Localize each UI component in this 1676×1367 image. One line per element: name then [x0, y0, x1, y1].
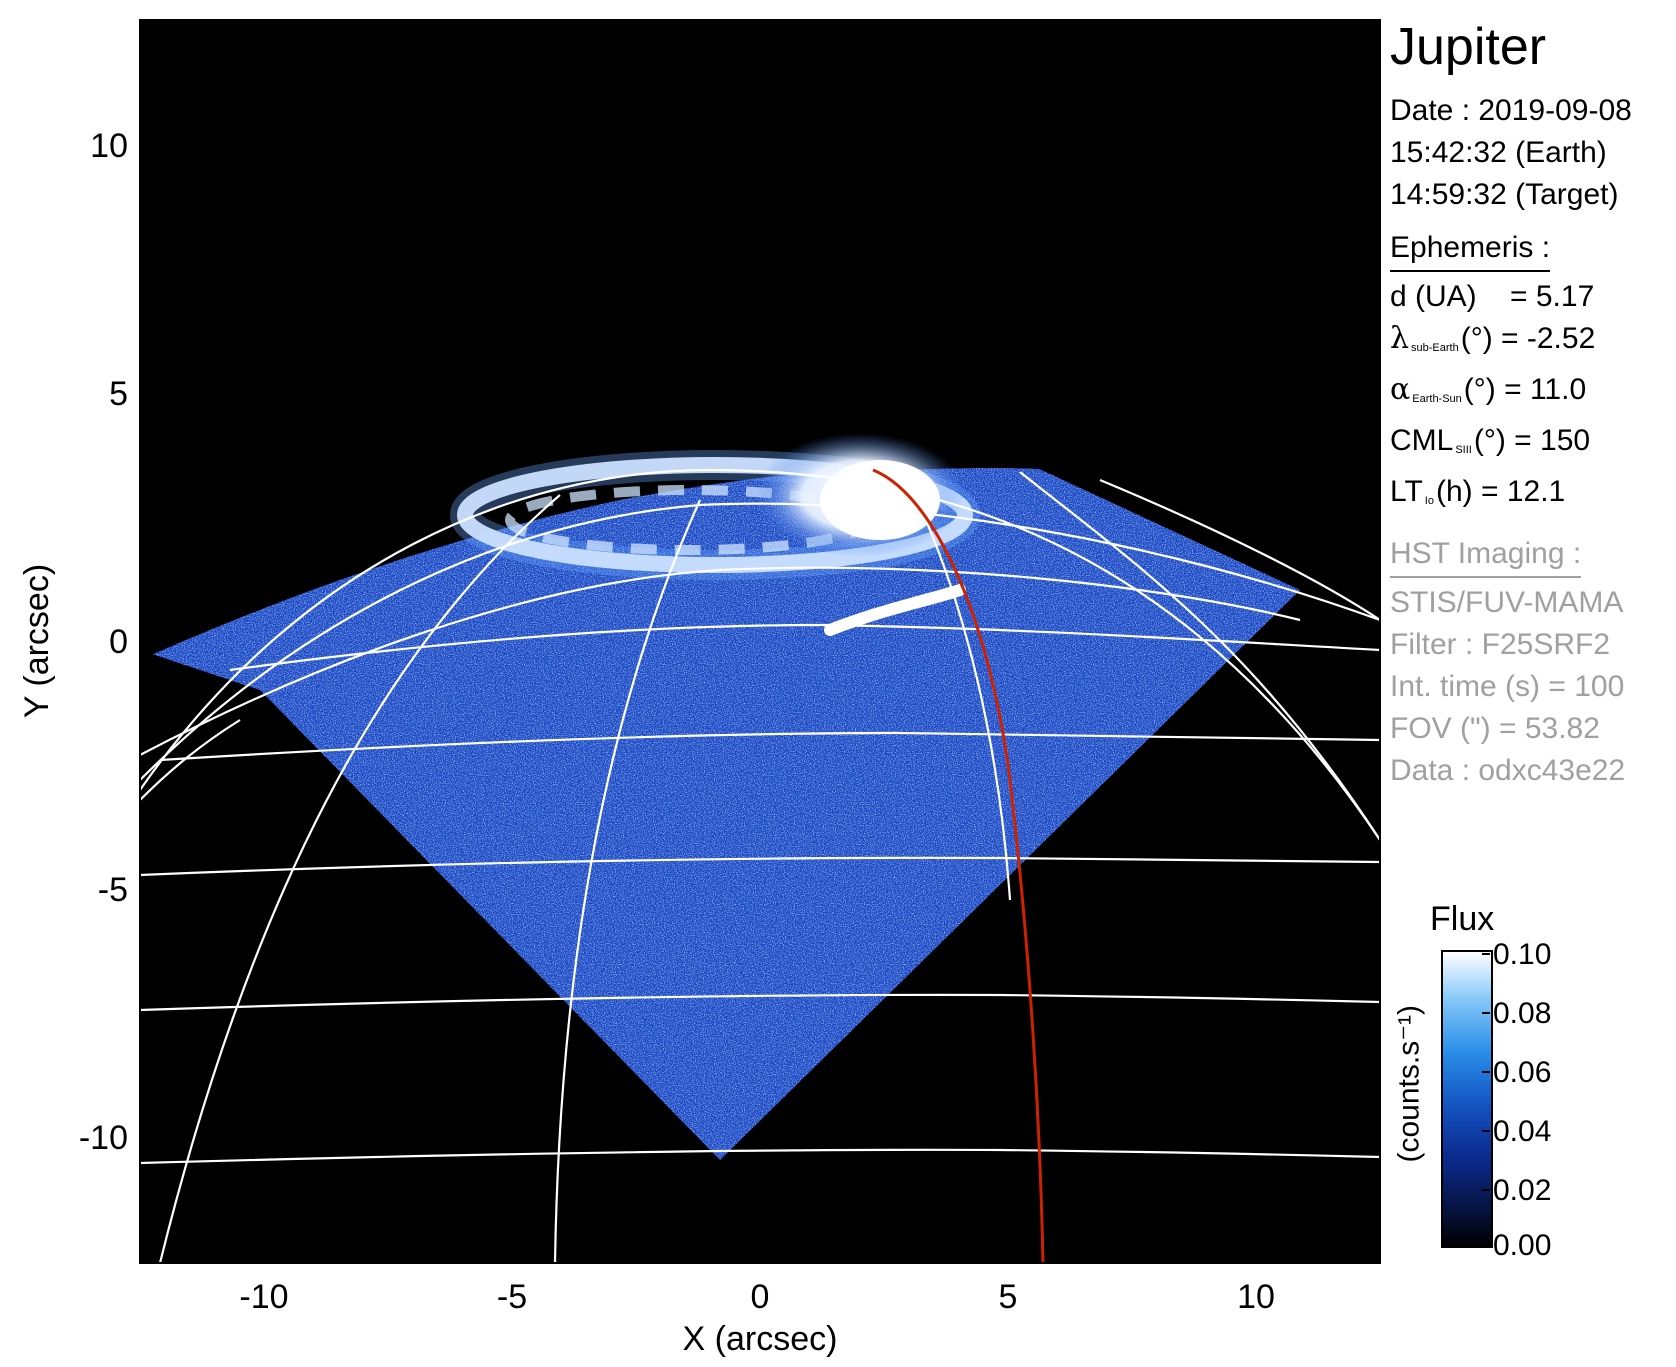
colorbar-gradient	[1441, 950, 1493, 1248]
y-axis-title: Y (arcsec)	[18, 564, 56, 718]
lt-label: LT	[1390, 475, 1423, 508]
alpha-symbol: α	[1390, 372, 1411, 407]
time-target: 14:59:32 (Target)	[1390, 178, 1619, 211]
alpha-value: (°) = 11.0	[1463, 373, 1587, 406]
colorbar-tick-label: 0.02	[1493, 1174, 1552, 1207]
observation-date: Date : 2019-09-08	[1390, 94, 1632, 127]
ephemeris-lt: LT Io(h) = 12.1	[1390, 471, 1670, 522]
hst-data: Data : odxc43e22	[1390, 754, 1626, 787]
colorbar-title: Flux	[1430, 900, 1495, 938]
x-axis-title: X (arcsec)	[683, 1320, 838, 1358]
x-tick-label: 10	[1237, 1278, 1275, 1316]
alpha-subscript: Earth-Sun	[1412, 393, 1462, 405]
colorbar-tick-label: 0.00	[1493, 1229, 1552, 1262]
colorbar-unit: (counts.s⁻¹)	[1392, 1004, 1426, 1163]
colorbar-tick-label: 0.06	[1493, 1056, 1552, 1089]
lt-subscript: Io	[1424, 495, 1434, 507]
colorbar-tickmark	[1482, 1071, 1490, 1073]
colorbar-tick-label: 0.10	[1493, 938, 1552, 971]
colorbar-tickmark	[1482, 1244, 1490, 1246]
time-earth: 15:42:32 (Earth)	[1390, 136, 1607, 169]
ephemeris-cml: CML SIII(°) = 150	[1390, 420, 1670, 471]
sky-mask	[140, 20, 1380, 660]
auroral-oval	[450, 433, 980, 636]
cml-value: (°) = 150	[1473, 424, 1591, 457]
y-tick-label: 10	[90, 127, 128, 165]
hst-filter: Filter : F25SRF2	[1390, 628, 1611, 661]
hst-instrument: STIS/FUV-MAMA	[1390, 586, 1624, 619]
y-axis-ticks	[140, 144, 153, 1138]
detector-footprint	[140, 395, 1300, 1160]
ephemeris-lambda: λ sub-Earth(°) = -2.52	[1390, 318, 1670, 369]
target-title: Jupiter	[1390, 18, 1547, 76]
hst-heading: HST Imaging :	[1390, 534, 1582, 578]
ephemeris-alpha: α Earth-Sun(°) = 11.0	[1390, 369, 1670, 420]
hst-int-time: Int. time (s) = 100	[1390, 670, 1625, 703]
lt-value: (h) = 12.1	[1435, 475, 1566, 508]
x-tick-label: 5	[999, 1278, 1018, 1316]
lambda-value: (°) = -2.52	[1460, 322, 1596, 355]
cml-subscript: SIII	[1455, 444, 1472, 456]
y-tick-label: 0	[109, 623, 128, 661]
x-tick-label: -10	[239, 1278, 288, 1316]
y-tick-label: -10	[79, 1119, 128, 1157]
colorbar-tickmark	[1482, 1012, 1490, 1014]
x-tick-label: -5	[497, 1278, 527, 1316]
y-tick-label: 5	[109, 375, 128, 413]
lambda-symbol: λ	[1390, 321, 1410, 356]
hst-block: HST Imaging : STIS/FUV-MAMA Filter : F25…	[1390, 534, 1670, 792]
planet-grid	[140, 464, 1380, 1263]
colorbar-tick-label: 0.08	[1493, 997, 1552, 1030]
footprint-trace	[872, 468, 1045, 1263]
x-tick-label: 0	[751, 1278, 770, 1316]
ephemeris-heading: Ephemeris :	[1390, 228, 1551, 272]
metadata-panel: Jupiter Date : 2019-09-08 15:42:32 (Eart…	[1390, 18, 1670, 792]
x-axis-ticks	[263, 1250, 1257, 1263]
hst-fov: FOV (") = 53.82	[1390, 712, 1600, 745]
colorbar: Flux (counts.s⁻¹) 0.10 0.08 0.06 0.04 0.…	[1390, 900, 1676, 1280]
colorbar-tickmark	[1482, 1189, 1490, 1191]
colorbar-tick-label: 0.04	[1493, 1115, 1552, 1148]
lambda-subscript: sub-Earth	[1411, 342, 1459, 354]
cml-label: CML	[1390, 424, 1454, 457]
ephemeris-distance: d (UA) = 5.17	[1390, 280, 1595, 313]
colorbar-tickmark	[1482, 1130, 1490, 1132]
colorbar-tickmark	[1482, 953, 1490, 955]
y-tick-label: -5	[98, 871, 128, 909]
